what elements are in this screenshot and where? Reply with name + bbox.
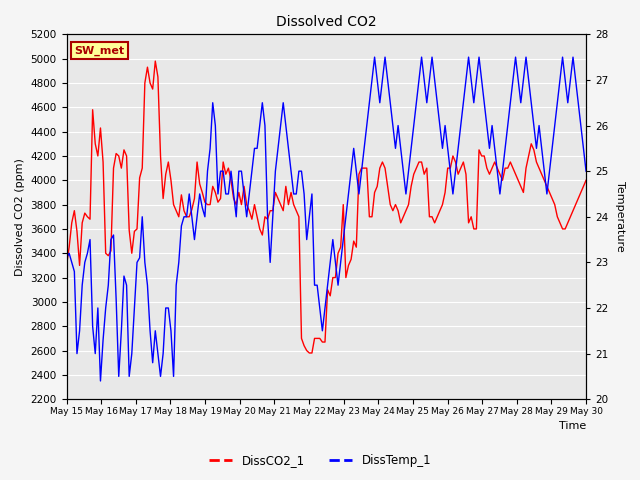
DissTemp_1 [63,255,70,261]
Legend: DissCO2_1, DissTemp_1: DissCO2_1, DissTemp_1 [204,449,436,472]
DissCO2_1 [305,350,313,356]
Y-axis label: Dissolved CO2 (ppm): Dissolved CO2 (ppm) [15,158,25,276]
DissCO2_1 [162,171,170,177]
DissTemp_1 [162,305,170,311]
DissCO2_1 [94,153,102,159]
DissTemp_1 [84,251,92,256]
Line: DissCO2_1: DissCO2_1 [67,61,586,353]
DissTemp_1 [94,305,102,311]
DissTemp_1 [561,77,569,83]
DissCO2_1 [561,226,569,232]
DissTemp_1 [371,54,378,60]
DissCO2_1 [204,202,211,207]
Y-axis label: Temperature: Temperature [615,181,625,252]
DissCO2_1 [152,58,159,64]
DissCO2_1 [582,178,590,183]
DissCO2_1 [63,263,70,268]
DissTemp_1 [204,168,211,174]
Text: SW_met: SW_met [74,45,124,56]
DissTemp_1 [582,168,590,174]
DissCO2_1 [84,214,92,220]
DissCO2_1 [543,183,551,189]
X-axis label: Time: Time [559,421,586,432]
DissTemp_1 [543,191,551,197]
DissTemp_1 [97,378,104,384]
Line: DissTemp_1: DissTemp_1 [67,57,586,381]
Title: Dissolved CO2: Dissolved CO2 [276,15,376,29]
